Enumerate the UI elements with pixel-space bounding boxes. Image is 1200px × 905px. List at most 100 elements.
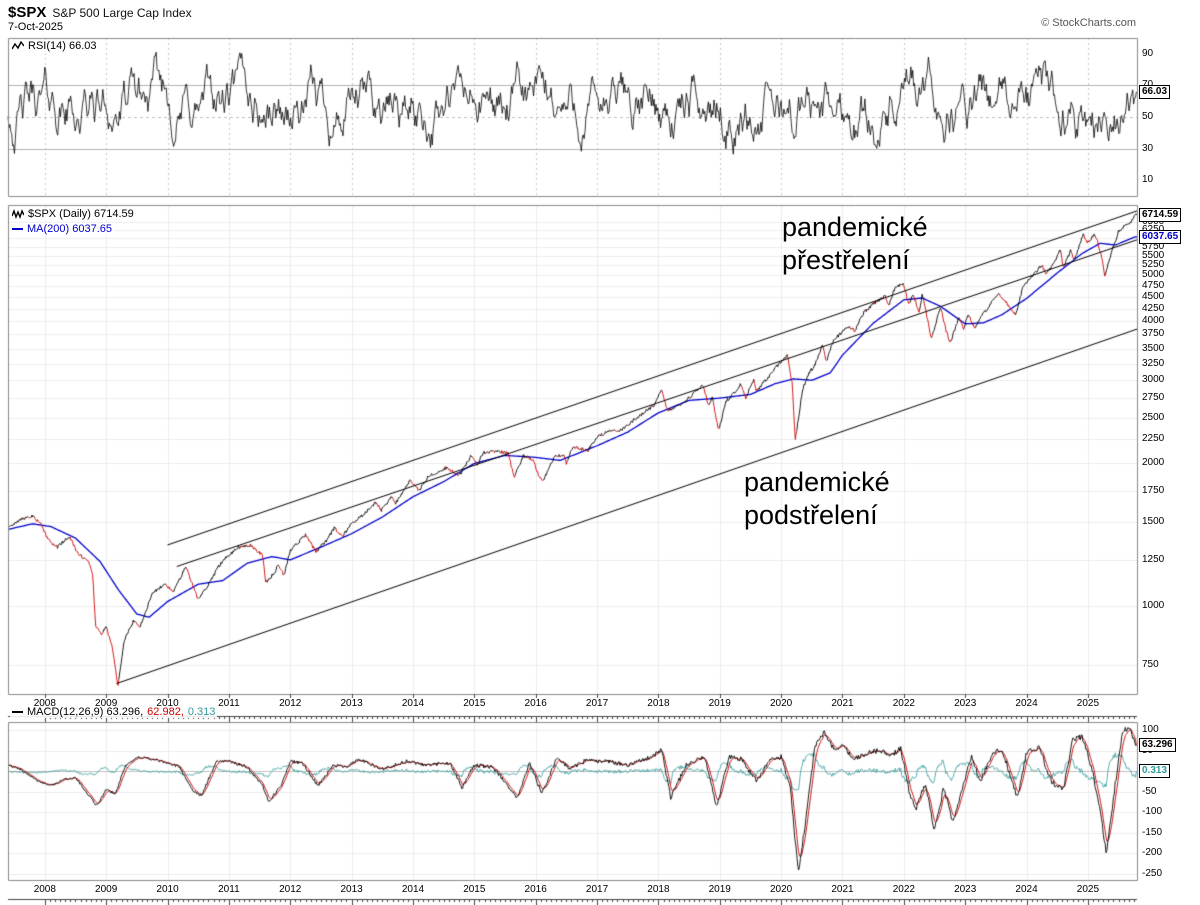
x-axis-year: 2021 (831, 698, 854, 709)
macd-label: MACD(12,26,9) 63.296, 62.982, 0.313 (10, 706, 218, 718)
x-axis-year: 2010 (156, 884, 179, 895)
x-axis-year: 2023 (954, 698, 977, 709)
price-axis-tick: 2500 (1142, 411, 1165, 423)
price-axis-tick: 5250 (1142, 259, 1165, 271)
x-axis-year: 2024 (1015, 698, 1038, 709)
rsi-value-badge: 66.03 (1139, 84, 1171, 99)
macd-label-text: MACD(12,26,9) 63.296, (27, 706, 144, 718)
x-axis-year: 2018 (647, 698, 670, 709)
rsi-label: RSI(14) 66.03 (10, 40, 99, 52)
macd-hist-badge: 0.313 (1139, 764, 1171, 779)
price-axis-tick: 6250 (1142, 224, 1164, 236)
chart-header: $SPX S&P 500 Large Cap Index (8, 4, 192, 22)
annotation-pandemic-overshoot: pandemické přestřelení (782, 211, 928, 277)
x-axis-year: 2020 (769, 884, 793, 895)
x-axis-year: 2014 (401, 884, 425, 895)
x-axis-year: 2009 (95, 884, 118, 895)
macd-axis-tick: -250 (1142, 867, 1163, 879)
price-value-badge: 6714.59 (1139, 207, 1182, 222)
rsi-axis-tick: 90 (1142, 47, 1154, 59)
annotation-line: přestřelení (782, 245, 910, 275)
rsi-axis-tick: 10 (1142, 174, 1154, 186)
x-axis-year: 2014 (401, 698, 425, 709)
x-axis-year: 2017 (585, 698, 609, 709)
price-axis-tick: 1750 (1142, 484, 1165, 496)
x-axis-year: 2023 (954, 884, 977, 895)
x-axis-year: 2025 (1076, 698, 1100, 709)
ticker-symbol: $SPX (8, 4, 47, 21)
x-axis-year: 2020 (769, 698, 793, 709)
ticker-title: S&P 500 Large Cap Index (52, 6, 192, 20)
price-axis-tick: 750 (1142, 658, 1159, 670)
x-axis-year: 2009 (95, 698, 118, 709)
stockcharts-credit: © StockCharts.com (1041, 17, 1136, 29)
price-axis-tick: 4000 (1142, 315, 1165, 327)
x-axis-year: 2011 (218, 698, 240, 709)
x-axis-year: 2022 (892, 698, 915, 709)
x-axis-year: 2025 (1076, 884, 1100, 895)
price-axis-tick: 5750 (1142, 240, 1165, 252)
price-axis-tick: 2000 (1142, 457, 1165, 469)
rsi-axis-tick: 50 (1142, 111, 1154, 122)
ma-label: MA(200) 6037.65 (10, 223, 114, 235)
macd-signal-value: 62.982, (147, 706, 184, 718)
x-axis-year: 2015 (463, 698, 486, 709)
x-axis-year: 2019 (708, 884, 731, 895)
annotation-pandemic-undershoot: pandemické podstřelení (744, 466, 890, 532)
x-axis-year: 2011 (218, 884, 240, 895)
x-axis-year: 2012 (279, 884, 302, 895)
chart-date: 7-Oct-2025 (8, 21, 64, 33)
x-axis-year: 2010 (156, 698, 179, 709)
x-axis-year: 2015 (463, 884, 486, 895)
x-axis-year: 2021 (831, 884, 854, 895)
x-axis-year: 2022 (892, 884, 915, 895)
price-axis-tick: 4750 (1142, 280, 1165, 291)
price-axis-tick: 3000 (1142, 374, 1165, 386)
ma-value-badge: 6037.65 (1139, 229, 1182, 244)
x-axis-year: 2016 (524, 698, 547, 709)
price-label-text: $SPX (Daily) 6714.59 (28, 208, 134, 220)
x-axis-year: 2012 (279, 698, 302, 709)
macd-axis-tick: -100 (1142, 806, 1163, 818)
macd-axis-tick: -200 (1142, 847, 1163, 859)
price-axis-tick: 3750 (1142, 328, 1165, 340)
price-axis-tick: 1500 (1142, 516, 1165, 528)
price-axis-tick: 2250 (1142, 433, 1165, 445)
x-axis-year: 2008 (33, 698, 56, 709)
x-axis-year: 2017 (585, 884, 609, 895)
price-axis-tick: 3250 (1142, 357, 1165, 369)
annotation-line: pandemické (782, 212, 928, 242)
price-axis-tick: 4250 (1142, 302, 1165, 314)
rsi-label-text: RSI(14) 66.03 (28, 40, 97, 52)
x-axis-year: 2016 (524, 884, 547, 895)
macd-line-icon (12, 711, 23, 713)
macd-value-badge: 63.296 (1139, 738, 1176, 753)
price-axis-tick: 3500 (1142, 342, 1165, 354)
annotation-line: podstřelení (744, 500, 878, 530)
x-axis-year: 2018 (647, 884, 670, 895)
price-axis-tick: 2750 (1142, 392, 1165, 404)
macd-axis-tick: 100 (1142, 724, 1159, 736)
price-axis-tick: 4500 (1142, 291, 1165, 303)
price-axis-tick: 5000 (1142, 269, 1165, 281)
x-axis-year: 2019 (708, 698, 731, 709)
x-axis-year: 2008 (33, 884, 56, 895)
price-icon (12, 209, 24, 219)
indicator-icon (12, 41, 24, 50)
ma-label-text: MA(200) 6037.65 (27, 223, 112, 235)
macd-axis-tick: -150 (1142, 826, 1163, 838)
x-axis-year: 2013 (340, 884, 363, 895)
macd-hist-value: 0.313 (187, 706, 216, 718)
x-axis-year: 2013 (340, 698, 363, 709)
x-axis-year: 2024 (1015, 884, 1038, 895)
price-axis-tick: 1250 (1142, 553, 1165, 565)
macd-axis-tick: -50 (1142, 785, 1157, 797)
price-axis-tick: 5500 (1142, 249, 1165, 261)
annotation-line: pandemické (744, 467, 890, 497)
price-axis-tick: 1000 (1142, 599, 1165, 611)
ma-line-icon (12, 228, 23, 230)
price-label: $SPX (Daily) 6714.59 (10, 208, 136, 220)
rsi-axis-tick: 30 (1142, 142, 1154, 154)
